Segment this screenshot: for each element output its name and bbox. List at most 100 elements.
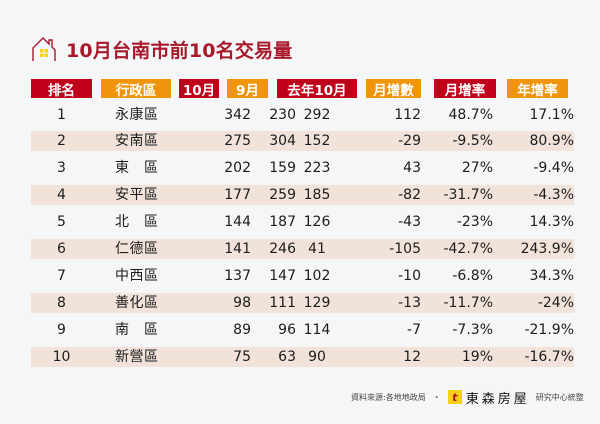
brand-name: 東森房屋 xyxy=(465,391,530,407)
header-mom-rate: 月增率 xyxy=(434,79,496,99)
cell-yoy-rate: 14.3% xyxy=(529,214,574,230)
cell-mom-change: -13 xyxy=(398,295,421,311)
cell-mom-change: -7 xyxy=(407,322,421,338)
cell-mom-change: -105 xyxy=(389,241,421,257)
header-september: 9月 xyxy=(227,79,268,99)
cell-last-year-oct: 129 xyxy=(303,295,331,311)
cell-last-year-oct: 152 xyxy=(303,133,331,149)
table-row: 8 善化區 98 111 129 -13 -11.7% -24% xyxy=(31,293,574,313)
table-row: 6 仁德區 141 246 41 -105 -42.7% 243.9% xyxy=(31,239,574,259)
cell-rank: 6 xyxy=(57,241,66,257)
separator: ・ xyxy=(432,392,441,402)
cell-october: 144 xyxy=(224,214,251,230)
cell-mom-change: 43 xyxy=(403,160,421,176)
cell-september: 111 xyxy=(269,295,296,311)
cell-mom-rate: 48.7% xyxy=(448,107,493,123)
table-row: 2 安南區 275 304 152 -29 -9.5% 80.9% xyxy=(31,131,574,151)
credit-suffix: 研究中心統整 xyxy=(535,392,584,402)
cell-october: 98 xyxy=(233,295,251,311)
cell-october: 141 xyxy=(224,241,251,257)
cell-mom-rate: 27% xyxy=(461,160,493,176)
cell-last-year-oct: 114 xyxy=(303,322,331,338)
cell-rank: 2 xyxy=(57,133,66,149)
cell-october: 202 xyxy=(224,160,251,176)
brand-logo-icon: t xyxy=(447,390,462,404)
cell-september: 96 xyxy=(278,322,296,338)
cell-district: 南 區 xyxy=(115,322,159,338)
cell-october: 342 xyxy=(224,107,251,123)
cell-district: 東 區 xyxy=(115,160,159,176)
cell-mom-rate: -6.8% xyxy=(452,268,493,284)
cell-mom-rate: -42.7% xyxy=(443,241,493,257)
cell-mom-rate: -31.7% xyxy=(443,187,493,203)
cell-yoy-rate: -24% xyxy=(537,295,574,311)
cell-district: 中西區 xyxy=(115,268,159,284)
cell-mom-change: -43 xyxy=(398,214,421,230)
cell-rank: 1 xyxy=(57,107,66,123)
cell-district: 永康區 xyxy=(115,107,159,123)
cell-rank: 7 xyxy=(57,268,66,284)
header-october: 10月 xyxy=(179,79,219,99)
cell-october: 137 xyxy=(224,268,251,284)
cell-september: 304 xyxy=(269,133,296,149)
cell-september: 246 xyxy=(269,241,296,257)
header-district: 行政區 xyxy=(101,79,171,99)
cell-rank: 9 xyxy=(57,322,66,338)
cell-last-year-oct: 41 xyxy=(308,241,326,257)
cell-mom-rate: -23% xyxy=(456,214,493,230)
cell-october: 75 xyxy=(233,349,251,365)
cell-rank: 4 xyxy=(57,187,66,203)
cell-yoy-rate: -4.3% xyxy=(533,187,574,203)
cell-district: 善化區 xyxy=(115,295,159,311)
cell-yoy-rate: 34.3% xyxy=(529,268,574,284)
cell-rank: 3 xyxy=(57,160,66,176)
cell-yoy-rate: -21.9% xyxy=(524,322,574,338)
cell-yoy-rate: -16.7% xyxy=(524,349,574,365)
cell-september: 147 xyxy=(269,268,296,284)
cell-yoy-rate: -9.4% xyxy=(533,160,574,176)
cell-september: 187 xyxy=(269,214,296,230)
cell-mom-change: -10 xyxy=(398,268,421,284)
header-rank: 排名 xyxy=(31,79,92,99)
cell-mom-change: 12 xyxy=(403,349,421,365)
table-row: 1 永康區 342 230 292 112 48.7% 17.1% xyxy=(31,105,574,125)
house-icon xyxy=(31,35,57,63)
cell-rank: 10 xyxy=(52,349,71,365)
table-row: 4 安平區 177 259 185 -82 -31.7% -4.3% xyxy=(31,185,574,205)
header-last-year-oct: 去年10月 xyxy=(277,79,357,99)
cell-district: 北 區 xyxy=(115,214,159,230)
cell-mom-rate: -11.7% xyxy=(443,295,493,311)
title-bar: 10月台南市前10名交易量 xyxy=(31,34,292,64)
cell-yoy-rate: 243.9% xyxy=(520,241,574,257)
cell-september: 230 xyxy=(269,107,296,123)
page-title: 10月台南市前10名交易量 xyxy=(66,39,293,62)
header-yoy-rate: 年增率 xyxy=(507,79,568,99)
cell-mom-rate: -7.3% xyxy=(452,322,493,338)
cell-rank: 5 xyxy=(57,214,66,230)
cell-last-year-oct: 126 xyxy=(303,214,331,230)
cell-mom-change: -82 xyxy=(398,187,421,203)
cell-september: 259 xyxy=(269,187,296,203)
header-mom-change: 月增數 xyxy=(366,79,421,99)
cell-mom-rate: -9.5% xyxy=(452,133,493,149)
cell-yoy-rate: 80.9% xyxy=(529,133,574,149)
cell-district: 仁德區 xyxy=(115,241,159,257)
source-text: 資料來源:各地地政局 xyxy=(351,392,426,402)
cell-mom-change: -29 xyxy=(398,133,421,149)
cell-rank: 8 xyxy=(57,295,66,311)
cell-october: 177 xyxy=(224,187,251,203)
table-row: 7 中西區 137 147 102 -10 -6.8% 34.3% xyxy=(31,266,574,286)
cell-yoy-rate: 17.1% xyxy=(529,107,574,123)
cell-mom-rate: 19% xyxy=(461,349,493,365)
cell-district: 安平區 xyxy=(115,187,159,203)
footer-credit: 資料來源:各地地政局 ・ t 東森房屋 研究中心統整 xyxy=(351,388,584,407)
cell-last-year-oct: 185 xyxy=(303,187,331,203)
cell-september: 159 xyxy=(269,160,296,176)
cell-district: 新營區 xyxy=(115,349,159,365)
table-row: 10 新營區 75 63 90 12 19% -16.7% xyxy=(31,347,574,367)
cell-october: 275 xyxy=(224,133,251,149)
cell-district: 安南區 xyxy=(115,133,159,149)
cell-mom-change: 112 xyxy=(394,107,421,123)
cell-last-year-oct: 90 xyxy=(308,349,326,365)
table-row: 9 南 區 89 96 114 -7 -7.3% -21.9% xyxy=(31,320,574,340)
